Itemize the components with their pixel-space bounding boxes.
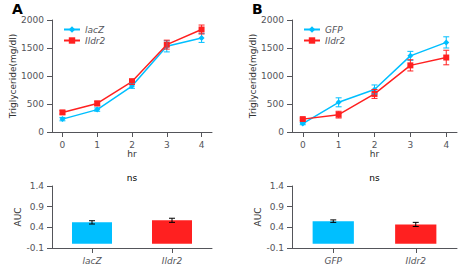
svg-text:0: 0: [38, 127, 44, 137]
svg-text:0: 0: [278, 127, 284, 137]
svg-text:Triglyceride(mg/dl): Triglyceride(mg/dl): [248, 34, 258, 120]
svg-text:1.4: 1.4: [270, 181, 285, 191]
svg-text:1500: 1500: [21, 43, 44, 53]
svg-text:-0.1: -0.1: [26, 243, 44, 253]
svg-text:4: 4: [199, 140, 205, 150]
svg-text:0.4: 0.4: [270, 222, 285, 232]
svg-text:GFP: GFP: [325, 25, 343, 35]
svg-text:2: 2: [129, 140, 135, 150]
svg-text:0: 0: [60, 140, 66, 150]
svg-text:3: 3: [164, 140, 170, 150]
svg-text:1000: 1000: [261, 71, 284, 81]
svg-text:1.4: 1.4: [30, 181, 45, 191]
svg-text:1: 1: [94, 140, 100, 150]
svg-text:Ildr2: Ildr2: [85, 36, 106, 46]
svg-text:ns: ns: [369, 173, 380, 183]
svg-text:GFP: GFP: [324, 256, 342, 266]
svg-text:2000: 2000: [261, 15, 284, 25]
svg-text:4: 4: [443, 140, 449, 150]
svg-text:hr: hr: [127, 149, 137, 159]
svg-text:-0.1: -0.1: [266, 243, 284, 253]
svg-text:500: 500: [27, 99, 44, 109]
svg-text:2: 2: [372, 140, 378, 150]
svg-text:hr: hr: [370, 149, 380, 159]
svg-text:Triglyceride(mg/dl): Triglyceride(mg/dl): [8, 34, 18, 120]
svg-text:0.4: 0.4: [30, 222, 45, 232]
svg-text:0: 0: [300, 140, 306, 150]
svg-text:0.9: 0.9: [30, 202, 45, 212]
svg-text:500: 500: [267, 99, 284, 109]
svg-text:Ildr2: Ildr2: [406, 256, 427, 266]
svg-text:1500: 1500: [261, 43, 284, 53]
svg-text:B: B: [252, 1, 263, 17]
svg-text:1000: 1000: [21, 71, 44, 81]
svg-text:lacZ: lacZ: [85, 25, 105, 35]
svg-text:lacZ: lacZ: [82, 256, 102, 266]
svg-text:1: 1: [336, 140, 342, 150]
svg-text:AUC: AUC: [13, 207, 23, 226]
svg-text:A: A: [12, 1, 23, 17]
svg-text:2000: 2000: [21, 15, 44, 25]
svg-text:AUC: AUC: [253, 207, 263, 226]
svg-text:3: 3: [408, 140, 414, 150]
svg-text:Ildr2: Ildr2: [162, 256, 183, 266]
svg-text:Ildr2: Ildr2: [325, 36, 346, 46]
svg-text:ns: ns: [127, 173, 138, 183]
svg-text:0.9: 0.9: [270, 202, 285, 212]
